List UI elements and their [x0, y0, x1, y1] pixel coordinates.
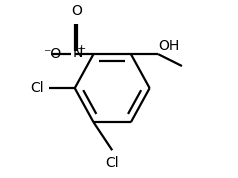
Text: Cl: Cl [30, 81, 44, 95]
Text: Cl: Cl [105, 156, 119, 170]
Text: N: N [72, 46, 83, 60]
Text: ⁻O: ⁻O [43, 47, 62, 61]
Text: +: + [77, 44, 87, 54]
Text: OH: OH [158, 39, 179, 53]
Text: O: O [71, 4, 82, 18]
